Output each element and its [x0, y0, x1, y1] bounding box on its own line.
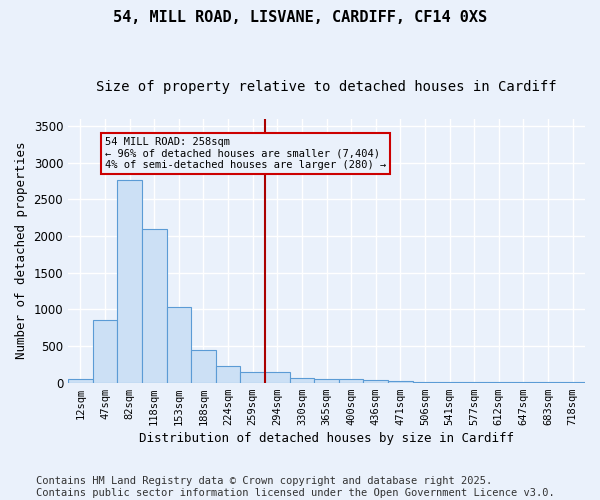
- Text: 54 MILL ROAD: 258sqm
← 96% of detached houses are smaller (7,404)
4% of semi-det: 54 MILL ROAD: 258sqm ← 96% of detached h…: [105, 137, 386, 170]
- Bar: [117, 180, 142, 382]
- Bar: [314, 379, 339, 382]
- Bar: [241, 372, 265, 382]
- Bar: [216, 366, 241, 382]
- Bar: [265, 372, 290, 382]
- Bar: [167, 307, 191, 382]
- Title: Size of property relative to detached houses in Cardiff: Size of property relative to detached ho…: [96, 80, 557, 94]
- Bar: [339, 379, 364, 382]
- Bar: [191, 350, 216, 382]
- Bar: [68, 378, 92, 382]
- Y-axis label: Number of detached properties: Number of detached properties: [15, 142, 28, 360]
- X-axis label: Distribution of detached houses by size in Cardiff: Distribution of detached houses by size …: [139, 432, 514, 445]
- Bar: [92, 320, 117, 382]
- Text: Contains HM Land Registry data © Crown copyright and database right 2025.
Contai: Contains HM Land Registry data © Crown c…: [36, 476, 555, 498]
- Bar: [388, 381, 413, 382]
- Bar: [290, 378, 314, 382]
- Bar: [142, 228, 167, 382]
- Bar: [364, 380, 388, 382]
- Text: 54, MILL ROAD, LISVANE, CARDIFF, CF14 0XS: 54, MILL ROAD, LISVANE, CARDIFF, CF14 0X…: [113, 10, 487, 25]
